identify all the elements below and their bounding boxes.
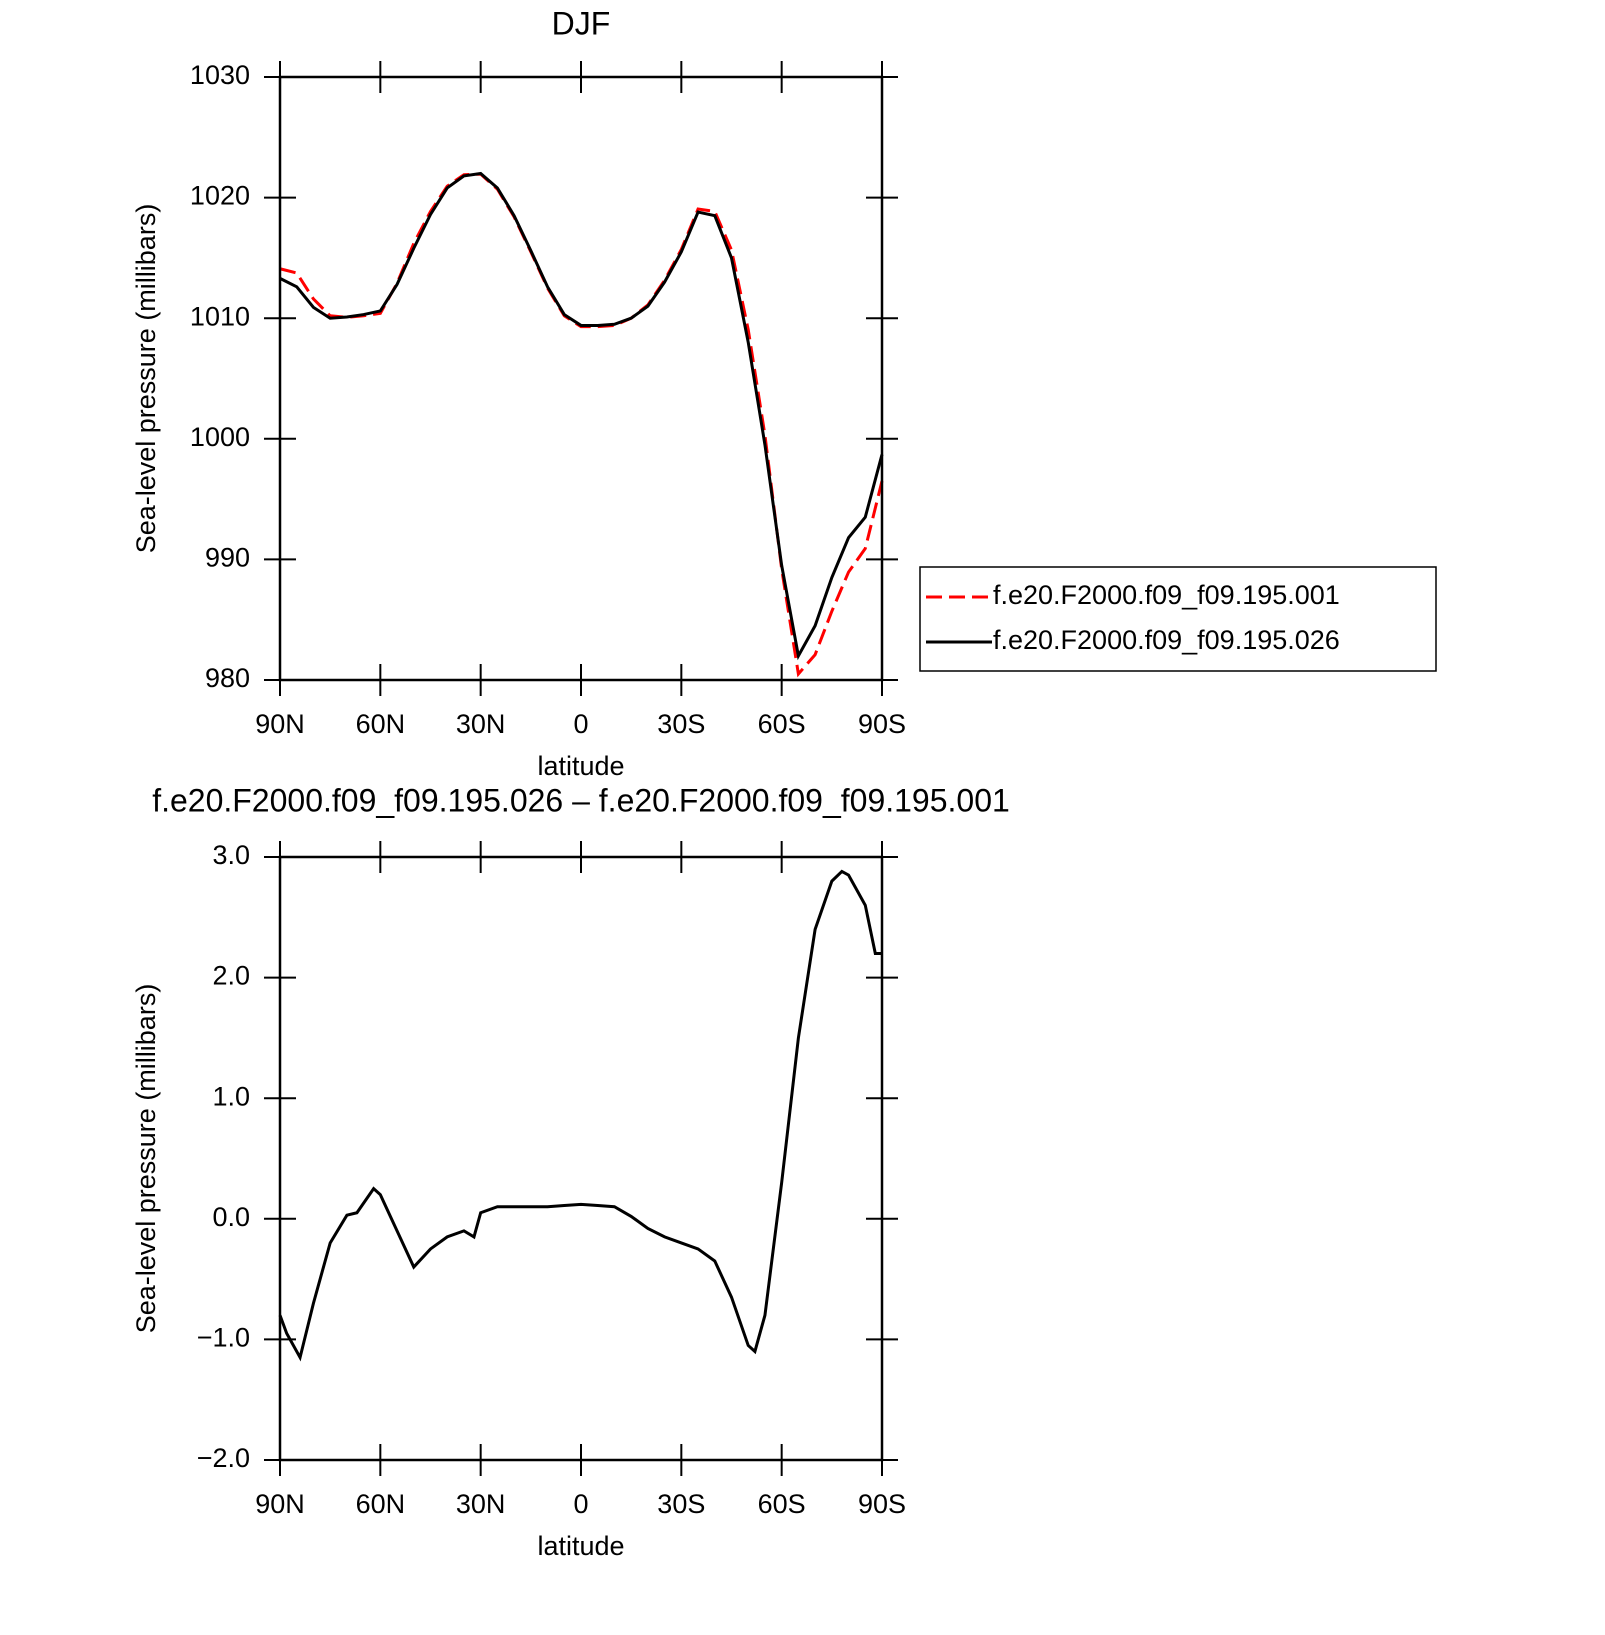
x-tick-label: 60S xyxy=(758,709,806,739)
y-axis-label: Sea-level pressure (millibars) xyxy=(131,984,161,1334)
legend-label: f.e20.F2000.f09_f09.195.026 xyxy=(993,625,1340,655)
y-tick-label: 1.0 xyxy=(212,1081,250,1111)
series-line xyxy=(278,869,882,1362)
y-tick-label: 3.0 xyxy=(212,840,250,870)
x-tick-label: 30S xyxy=(657,1489,705,1519)
legend: f.e20.F2000.f09_f09.195.001 f.e20.F2000.f… xyxy=(919,566,1437,672)
legend-box xyxy=(919,566,1437,672)
x-tick-label: 90N xyxy=(255,1489,305,1519)
chart-title: DJF xyxy=(552,5,611,41)
x-tick-label: 30N xyxy=(456,1489,506,1519)
legend-label: f.e20.F2000.f09_f09.195.001 xyxy=(993,580,1340,610)
x-tick-label: 90S xyxy=(858,1489,906,1519)
x-tick-label: 30S xyxy=(657,709,705,739)
y-tick-label: −1.0 xyxy=(197,1323,250,1353)
y-axis-label: Sea-level pressure (millibars) xyxy=(131,204,161,554)
y-tick-label: 1000 xyxy=(190,422,250,452)
x-tick-label: 60N xyxy=(356,709,406,739)
plot-frame xyxy=(278,855,884,1462)
y-tick-label: 1030 xyxy=(190,60,250,90)
y-tick-label: 1010 xyxy=(190,301,250,331)
y-tick-label: 2.0 xyxy=(212,961,250,991)
x-tick-label: 30N xyxy=(456,709,506,739)
x-axis-label: latitude xyxy=(537,751,624,781)
chart-title: f.e20.F2000.f09_f09.195.026 – f.e20.F200… xyxy=(152,782,1010,818)
plot-frame xyxy=(278,75,884,682)
y-tick-label: 990 xyxy=(205,543,250,573)
y-tick-label: 1020 xyxy=(190,181,250,211)
x-axis-label: latitude xyxy=(537,1531,624,1561)
x-tick-label: 60N xyxy=(356,1489,406,1519)
y-tick-label: −2.0 xyxy=(197,1443,250,1473)
x-tick-label: 60S xyxy=(758,1489,806,1519)
x-tick-label: 90N xyxy=(255,709,305,739)
series-line xyxy=(279,172,884,678)
y-tick-label: 980 xyxy=(205,663,250,693)
series-line xyxy=(279,171,884,661)
x-tick-label: 0 xyxy=(573,1489,588,1519)
y-tick-label: 0.0 xyxy=(212,1202,250,1232)
x-tick-label: 0 xyxy=(573,709,588,739)
x-tick-label: 90S xyxy=(858,709,906,739)
